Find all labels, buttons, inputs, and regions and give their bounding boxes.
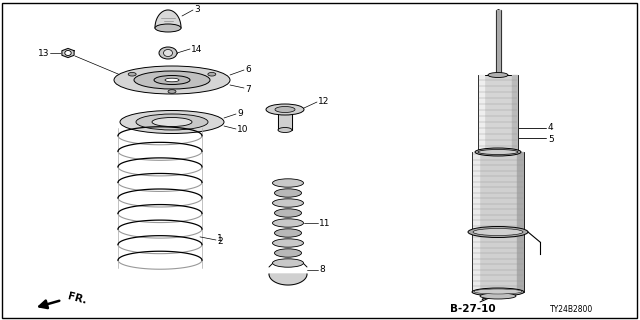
- Ellipse shape: [120, 110, 224, 133]
- Text: 6: 6: [245, 66, 251, 75]
- Ellipse shape: [472, 288, 524, 296]
- Bar: [472, 152, 524, 292]
- Text: 4: 4: [548, 123, 554, 132]
- Text: FR.: FR.: [66, 292, 87, 306]
- Text: TY24B2800: TY24B2800: [550, 305, 593, 314]
- Ellipse shape: [165, 78, 179, 82]
- Text: 12: 12: [318, 98, 330, 107]
- Ellipse shape: [468, 227, 528, 237]
- Text: 14: 14: [191, 44, 202, 53]
- Ellipse shape: [155, 24, 181, 32]
- Text: 5: 5: [548, 134, 554, 143]
- Ellipse shape: [136, 114, 208, 130]
- Text: 7: 7: [245, 84, 251, 93]
- Ellipse shape: [152, 117, 192, 126]
- Ellipse shape: [473, 228, 523, 236]
- Bar: [478, 75, 518, 152]
- Text: 9: 9: [237, 109, 243, 118]
- Ellipse shape: [474, 289, 522, 294]
- Polygon shape: [269, 274, 307, 285]
- Ellipse shape: [114, 66, 230, 94]
- Ellipse shape: [273, 179, 303, 187]
- Text: 11: 11: [319, 219, 330, 228]
- Ellipse shape: [478, 149, 518, 155]
- Ellipse shape: [168, 90, 176, 93]
- Text: 8: 8: [319, 266, 324, 275]
- Ellipse shape: [134, 71, 210, 89]
- Text: 3: 3: [194, 5, 200, 14]
- Ellipse shape: [154, 76, 190, 84]
- Text: 1: 1: [217, 234, 223, 243]
- Ellipse shape: [275, 189, 301, 197]
- Ellipse shape: [480, 293, 516, 299]
- Ellipse shape: [128, 72, 136, 76]
- Ellipse shape: [208, 72, 216, 76]
- Ellipse shape: [275, 209, 301, 217]
- Ellipse shape: [273, 239, 303, 247]
- Text: B-27-10: B-27-10: [450, 304, 495, 314]
- Ellipse shape: [273, 199, 303, 207]
- Ellipse shape: [273, 259, 303, 267]
- Ellipse shape: [278, 127, 292, 132]
- Ellipse shape: [475, 148, 521, 156]
- Ellipse shape: [65, 51, 71, 55]
- Ellipse shape: [159, 47, 177, 59]
- Ellipse shape: [275, 249, 301, 257]
- Ellipse shape: [266, 104, 304, 115]
- Polygon shape: [155, 10, 181, 28]
- Text: 2: 2: [217, 237, 223, 246]
- Text: 13: 13: [38, 49, 49, 58]
- Polygon shape: [278, 112, 292, 130]
- Ellipse shape: [273, 219, 303, 227]
- Polygon shape: [62, 48, 74, 58]
- Ellipse shape: [275, 107, 295, 113]
- Text: 10: 10: [237, 125, 248, 134]
- Ellipse shape: [488, 73, 508, 77]
- Ellipse shape: [275, 229, 301, 237]
- Ellipse shape: [163, 50, 173, 57]
